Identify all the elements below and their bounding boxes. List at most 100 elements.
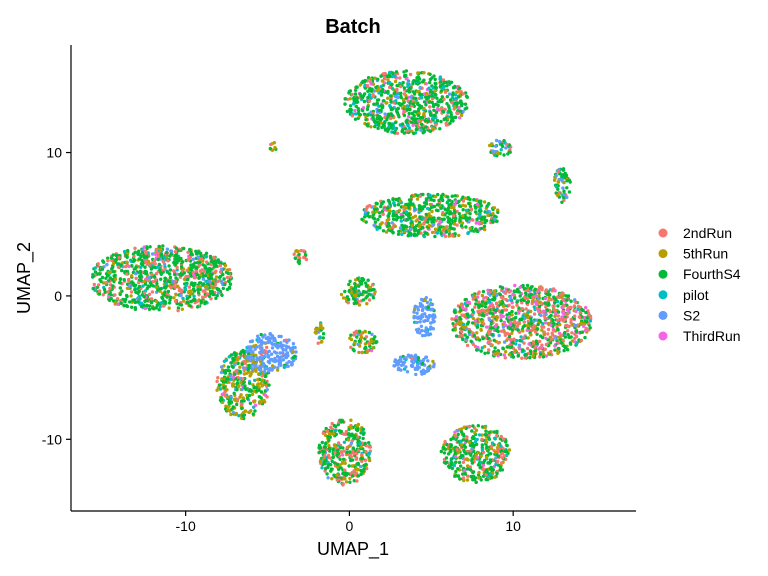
data-point xyxy=(492,430,496,434)
data-point xyxy=(182,271,186,275)
data-point xyxy=(356,474,360,478)
data-point xyxy=(454,315,459,319)
data-point xyxy=(483,227,487,232)
data-point xyxy=(349,108,353,112)
data-point xyxy=(423,298,427,302)
data-point xyxy=(169,252,173,256)
data-point xyxy=(520,356,524,360)
data-point xyxy=(354,329,359,333)
data-point xyxy=(294,249,298,253)
data-point xyxy=(147,307,152,311)
data-point xyxy=(202,269,206,274)
data-point xyxy=(395,87,399,92)
data-point xyxy=(191,270,195,275)
data-point xyxy=(339,292,344,297)
data-point xyxy=(416,308,421,312)
data-point xyxy=(372,223,376,227)
data-point xyxy=(394,213,398,218)
data-point xyxy=(193,275,197,280)
data-point xyxy=(236,361,240,366)
data-point xyxy=(349,458,353,463)
data-point xyxy=(366,124,370,128)
data-point xyxy=(406,80,410,84)
data-point xyxy=(478,466,482,470)
data-point xyxy=(210,289,214,294)
data-point xyxy=(440,95,444,99)
data-point xyxy=(192,273,196,277)
data-point xyxy=(165,270,170,274)
data-point xyxy=(476,336,480,340)
data-point xyxy=(129,290,134,294)
data-point xyxy=(326,435,330,439)
data-point xyxy=(367,288,371,292)
data-point xyxy=(461,199,466,203)
data-point xyxy=(270,364,275,368)
data-point xyxy=(588,326,592,330)
data-point xyxy=(370,283,375,287)
data-point xyxy=(273,359,277,364)
data-point xyxy=(510,309,514,314)
data-point xyxy=(563,330,567,335)
data-point xyxy=(330,477,334,481)
data-point xyxy=(387,217,391,222)
data-point xyxy=(335,465,339,469)
data-point xyxy=(371,116,375,120)
data-point xyxy=(375,88,379,93)
data-point xyxy=(454,334,459,338)
data-point xyxy=(275,354,280,358)
data-point xyxy=(391,197,395,202)
data-point xyxy=(345,109,350,114)
data-point xyxy=(405,121,409,125)
data-point xyxy=(490,468,494,472)
data-point xyxy=(260,378,265,382)
data-point xyxy=(211,286,215,290)
data-point xyxy=(487,318,492,322)
data-point xyxy=(477,290,481,294)
data-point xyxy=(128,300,132,304)
data-point xyxy=(96,272,100,276)
data-point xyxy=(146,284,150,288)
data-point xyxy=(406,123,410,128)
data-point xyxy=(572,304,577,308)
data-point xyxy=(360,350,365,355)
data-point xyxy=(323,442,328,446)
data-point xyxy=(513,348,518,353)
data-point xyxy=(496,325,500,330)
data-point xyxy=(467,216,472,220)
data-point xyxy=(157,262,161,267)
data-point xyxy=(556,187,560,191)
data-point xyxy=(478,199,482,204)
data-point xyxy=(428,202,433,207)
data-point xyxy=(115,297,120,301)
data-point xyxy=(364,296,368,300)
data-point xyxy=(356,461,360,465)
data-point xyxy=(462,325,466,330)
data-point xyxy=(426,359,430,363)
data-point xyxy=(518,338,522,343)
data-point xyxy=(490,476,494,480)
data-point xyxy=(91,286,95,291)
data-point xyxy=(480,220,484,225)
data-point xyxy=(125,304,130,309)
data-point xyxy=(389,94,393,98)
data-point xyxy=(179,256,183,261)
data-point xyxy=(124,264,128,269)
data-point xyxy=(491,149,495,153)
data-point xyxy=(412,194,416,198)
data-point xyxy=(355,100,360,104)
data-point xyxy=(100,275,105,280)
data-point xyxy=(431,327,435,331)
data-point xyxy=(506,152,510,156)
data-point xyxy=(568,180,572,184)
data-point xyxy=(154,306,158,310)
data-point xyxy=(387,200,392,204)
data-point xyxy=(366,95,370,100)
data-point xyxy=(248,388,252,392)
data-point xyxy=(204,300,208,304)
data-point xyxy=(194,249,198,253)
data-point xyxy=(105,262,109,267)
data-point xyxy=(363,458,368,462)
data-point xyxy=(220,293,224,297)
data-point xyxy=(134,265,138,269)
data-point xyxy=(354,112,358,116)
